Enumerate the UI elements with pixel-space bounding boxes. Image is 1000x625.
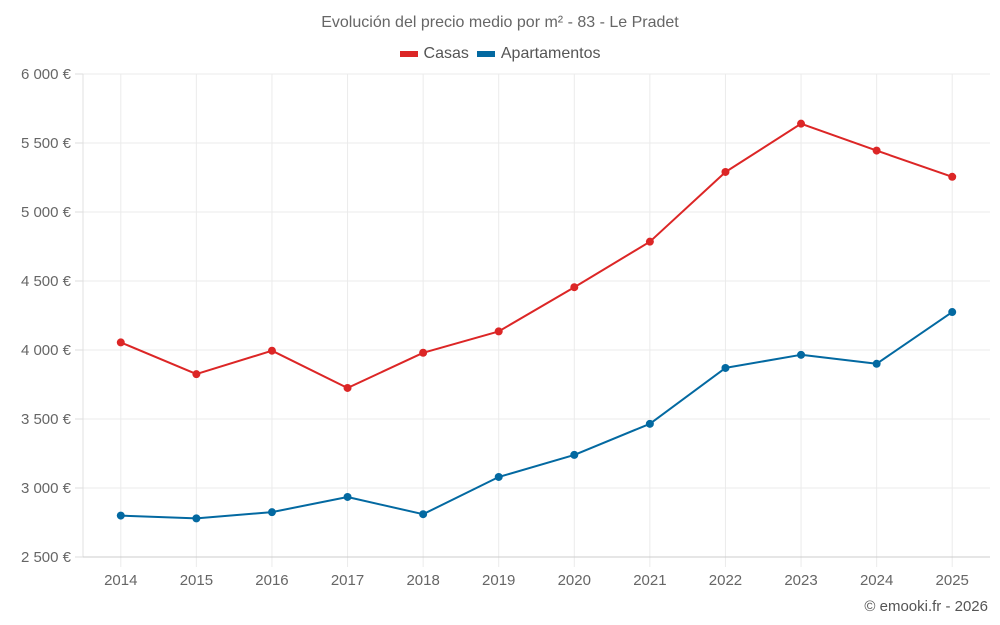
legend-item-casas[interactable]: Casas: [399, 45, 469, 63]
chart-title: Evolución del precio medio por m² - 83 -…: [321, 14, 679, 31]
data-point-apartamentos[interactable]: [645, 419, 654, 428]
grid: [83, 73, 990, 567]
x-tick-label: 2020: [558, 572, 591, 589]
x-tick-label: 2015: [180, 572, 213, 589]
y-tick-label: 5 500 €: [21, 135, 72, 152]
x-tick-label: 2024: [860, 572, 893, 589]
legend-swatch-apartamentos: [476, 51, 495, 57]
data-point-apartamentos[interactable]: [343, 492, 352, 501]
data-point-casas[interactable]: [570, 283, 579, 292]
y-tick-label: 3 000 €: [21, 480, 72, 497]
series-points: [116, 119, 957, 523]
data-point-casas[interactable]: [721, 167, 730, 176]
x-tick-label: 2022: [709, 572, 742, 589]
y-tick-label: 2 500 €: [21, 549, 72, 566]
x-tick-label: 2021: [633, 572, 666, 589]
y-tick-label: 3 500 €: [21, 411, 72, 428]
data-point-casas[interactable]: [343, 383, 352, 392]
data-point-apartamentos[interactable]: [872, 359, 881, 368]
y-tick-label: 4 000 €: [21, 342, 72, 359]
data-point-apartamentos[interactable]: [797, 350, 806, 359]
legend-item-apartamentos[interactable]: Apartamentos: [476, 45, 601, 63]
data-point-casas[interactable]: [494, 327, 503, 336]
data-point-casas[interactable]: [192, 370, 201, 379]
legend-label-casas: Casas: [423, 45, 469, 62]
data-point-casas[interactable]: [948, 172, 957, 181]
data-point-casas[interactable]: [267, 346, 276, 355]
copyright-footer: © emooki.fr - 2026: [864, 598, 988, 615]
x-tick-label: 2016: [255, 572, 288, 589]
x-tick-label: 2025: [936, 572, 969, 589]
data-point-casas[interactable]: [797, 119, 806, 128]
data-point-apartamentos[interactable]: [267, 508, 276, 517]
data-point-casas[interactable]: [872, 146, 881, 155]
y-tick-label: 6 000 €: [21, 66, 72, 83]
legend-label-apartamentos: Apartamentos: [500, 45, 601, 62]
series-lines: [120, 122, 953, 520]
data-point-apartamentos[interactable]: [570, 450, 579, 459]
series-line-casas: [120, 122, 953, 389]
data-point-apartamentos[interactable]: [116, 511, 125, 520]
data-point-apartamentos[interactable]: [192, 514, 201, 523]
x-tick-label: 2018: [406, 572, 439, 589]
x-tick-label: 2014: [104, 572, 137, 589]
data-point-casas[interactable]: [419, 348, 428, 357]
series-line-apartamentos: [120, 311, 953, 520]
data-point-apartamentos[interactable]: [419, 510, 428, 519]
data-point-casas[interactable]: [645, 237, 654, 246]
data-point-apartamentos[interactable]: [948, 308, 957, 317]
data-point-casas[interactable]: [116, 338, 125, 347]
axes: 2 500 € 3 000 € 3 500 € 4 000 € 4 500 € 5 000…: [21, 66, 990, 589]
x-tick-label: 2019: [482, 572, 515, 589]
x-tick-label: 2017: [331, 572, 364, 589]
legend: Casas Apartamentos: [0, 45, 1000, 63]
data-point-apartamentos[interactable]: [721, 363, 730, 372]
y-tick-label: 4 500 €: [21, 273, 72, 290]
legend-swatch-casas: [399, 51, 418, 57]
y-tick-label: 5 000 €: [21, 204, 72, 221]
data-point-apartamentos[interactable]: [494, 472, 503, 481]
x-tick-label: 2023: [784, 572, 817, 589]
